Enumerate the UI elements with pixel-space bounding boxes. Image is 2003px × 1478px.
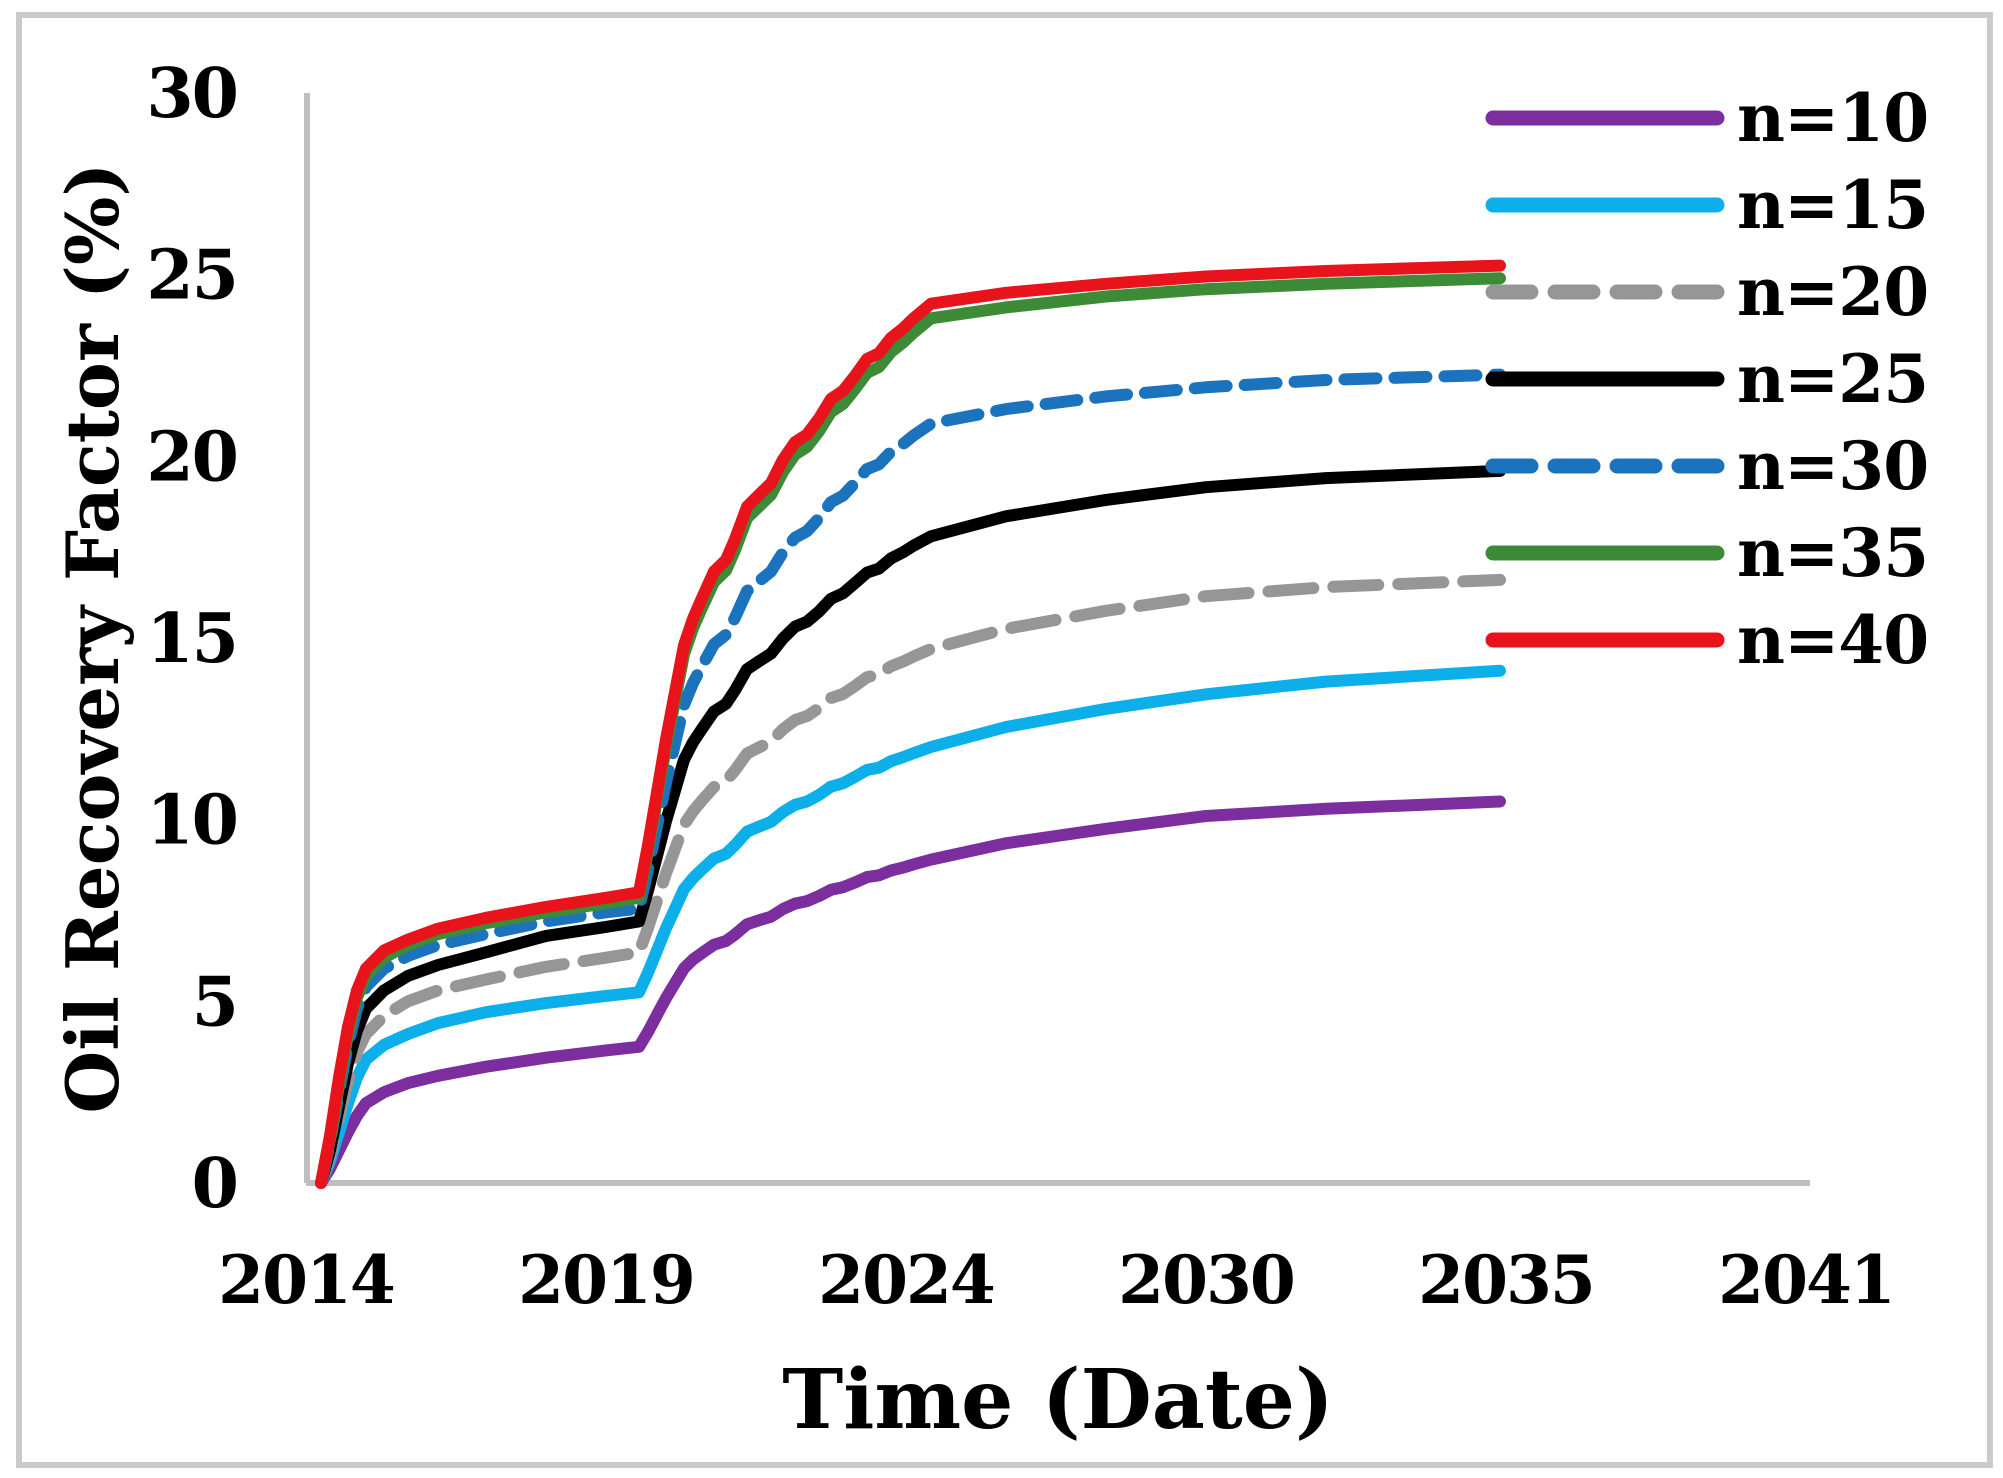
series-line-n-20: [315, 573, 1506, 1189]
legend-label: n=15: [1737, 166, 1928, 244]
series-line-n-30: [315, 368, 1506, 1189]
series-line-n-25: [315, 464, 1506, 1189]
x-tick-label: 2030: [1118, 1241, 1294, 1319]
legend-item: n=10: [1485, 79, 1929, 157]
legend-item: n=40: [1485, 601, 1929, 679]
y-axis-title: Oil Recovery Factor (%): [50, 163, 135, 1114]
legend-label: n=20: [1737, 253, 1928, 331]
series-line-n-35: [315, 272, 1506, 1189]
tick-labels: 0 5 10 15 20 25 30 2014 2019 2024 2030 2035 2041: [146, 54, 1895, 1319]
x-axis-title: Time (Date): [782, 1352, 1334, 1448]
y-tick-label: 0: [192, 1144, 237, 1224]
y-tick-label: 25: [146, 236, 237, 316]
x-tick-label: 2041: [1718, 1241, 1894, 1319]
legend-item: n=25: [1485, 340, 1929, 418]
series-line-n-15: [315, 664, 1506, 1189]
axes: [304, 93, 1810, 1186]
legend-label: n=35: [1737, 514, 1928, 592]
legend-label: n=30: [1737, 427, 1928, 505]
x-tick-label: 2019: [518, 1241, 694, 1319]
legend-label: n=40: [1737, 601, 1928, 679]
series-line-n-10: [315, 795, 1506, 1189]
legend: n=10 n=15 n=20 n=25 n=30 n=35 n=40: [1485, 79, 1929, 679]
legend-item: n=20: [1485, 253, 1929, 331]
legend-label: n=10: [1737, 79, 1928, 157]
x-tick-label: 2024: [818, 1241, 994, 1319]
legend-item: n=35: [1485, 514, 1929, 592]
legend-label: n=25: [1737, 340, 1928, 418]
y-tick-label: 10: [146, 781, 237, 861]
y-tick-label: 20: [146, 417, 237, 497]
series-line-n-40: [315, 259, 1506, 1189]
y-tick-label: 30: [146, 54, 237, 134]
legend-item: n=15: [1485, 166, 1929, 244]
legend-item: n=30: [1485, 427, 1929, 505]
y-tick-label: 5: [192, 962, 237, 1042]
x-tick-label: 2014: [218, 1241, 394, 1319]
y-tick-label: 15: [146, 599, 237, 679]
x-tick-label: 2035: [1418, 1241, 1594, 1319]
series-curves: [315, 259, 1506, 1189]
